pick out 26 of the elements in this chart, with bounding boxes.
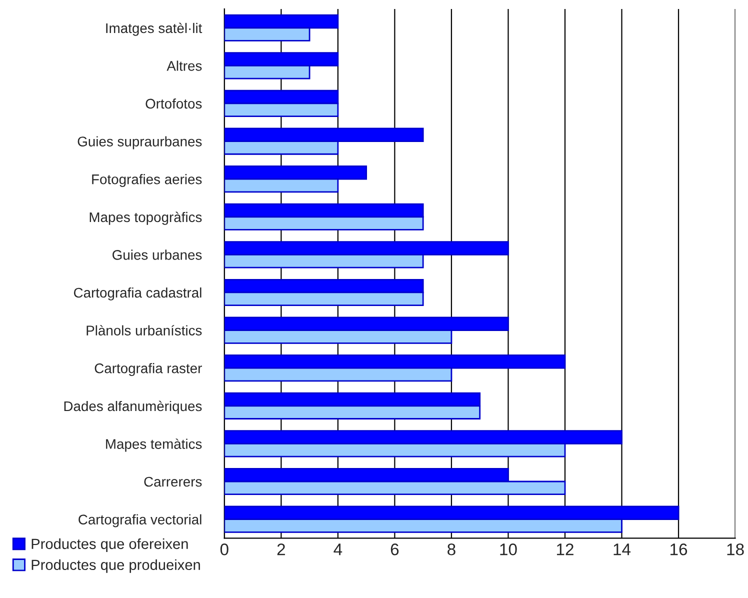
x-tick-label: 6	[390, 544, 399, 556]
y-tick-label: Imatges satèl·lit	[106, 22, 202, 36]
y-tick-label: Cartografia raster	[94, 363, 202, 376]
y-tick-label: Fotografies aeries	[92, 174, 202, 187]
y-tick-label: Altres	[166, 60, 202, 71]
x-tick-label: 16	[670, 544, 688, 556]
y-tick-label: Dades alfanumèriques	[64, 400, 202, 414]
y-tick-label: Plànols urbanístics	[86, 325, 202, 336]
x-tick-label: 4	[334, 544, 342, 556]
y-tick-label: Cartografia vectorial	[78, 514, 202, 528]
legend-label: Productes que ofereixen	[32, 538, 188, 552]
y-tick-label: Carrerers	[144, 476, 202, 487]
x-tick-label: 12	[556, 544, 574, 556]
y-tick-label: Guies supraurbanes	[78, 136, 202, 150]
legend-label: Productes que produeixen	[32, 559, 200, 573]
x-tick-label: 14	[614, 544, 631, 556]
x-tick-label: 18	[727, 544, 744, 556]
y-tick-label: Ortofotos	[146, 98, 202, 109]
y-tick-label: Guies urbanes	[112, 250, 202, 260]
y-tick-label: Mapes temàtics	[106, 438, 202, 452]
y-tick-label: Cartografia cadastral	[74, 287, 202, 300]
y-tick-label: Mapes topogràfics	[90, 212, 202, 225]
x-tick-label: 2	[277, 544, 285, 556]
x-tick-label: 0	[220, 544, 228, 556]
x-tick-label: 8	[448, 544, 456, 556]
x-tick-label: 10	[500, 544, 517, 556]
